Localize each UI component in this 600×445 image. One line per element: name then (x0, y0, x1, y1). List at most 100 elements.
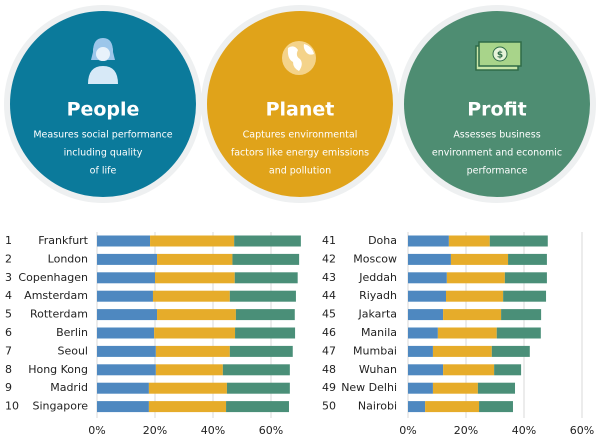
rank-label: 48 (322, 363, 336, 376)
bar-segment (222, 364, 290, 376)
pillar-description: Measures social performance (33, 130, 172, 141)
bar-segment (226, 382, 290, 394)
rank-label: 6 (5, 326, 12, 339)
bar-segment (489, 235, 548, 247)
bar-segment (443, 309, 502, 321)
bar-segment (232, 253, 300, 265)
bar-segment (97, 253, 158, 265)
bar-segment (155, 272, 235, 284)
people-icon (88, 38, 118, 84)
category-label: Amsterdam (24, 289, 88, 302)
rank-label: 42 (322, 252, 336, 265)
bar-segment (97, 327, 155, 339)
category-label: London (48, 252, 88, 265)
x-tick-label: 20% (454, 424, 478, 437)
bar-segment (97, 345, 156, 357)
bar-segment (491, 345, 530, 357)
bar-segment (148, 401, 227, 413)
pillar-description: factors like energy emissions (231, 148, 369, 159)
bar-segment (97, 290, 153, 302)
pillar-title: Profit (467, 99, 527, 121)
bar-segment (437, 327, 497, 339)
bar-segment (408, 253, 451, 265)
bar-segment (408, 401, 426, 413)
bar-segment (97, 364, 156, 376)
bar-segment (408, 345, 433, 357)
bar-segment (97, 401, 149, 413)
rank-label: 41 (322, 234, 336, 247)
bar-segment (408, 272, 447, 284)
pillar-description: performance (467, 166, 528, 177)
category-label: Madrid (50, 381, 88, 394)
bar-segment (432, 382, 478, 394)
category-label: Copenhagen (18, 271, 88, 284)
category-label: Jakarta (358, 308, 397, 321)
rank-label: 4 (5, 289, 12, 302)
bar-segment (155, 345, 230, 357)
bar-segment (496, 327, 541, 339)
category-label: Wuhan (359, 363, 397, 376)
bar-segment (229, 345, 293, 357)
bar-segment (97, 382, 149, 394)
bar-segment (477, 382, 516, 394)
bar-segment (494, 364, 522, 376)
bar-segment (150, 235, 235, 247)
bar-segment (443, 364, 495, 376)
bar-segment (445, 290, 504, 302)
bar-segment (148, 382, 227, 394)
bar-segment (408, 309, 444, 321)
bar-segment (503, 290, 547, 302)
rank-label: 2 (5, 252, 12, 265)
bar-segment (97, 235, 151, 247)
rank-label: 44 (322, 289, 336, 302)
category-label: Moscow (353, 252, 397, 265)
bar-segment (152, 290, 230, 302)
category-label: Mumbai (353, 344, 397, 357)
rank-label: 1 (5, 234, 12, 247)
planet-icon (282, 41, 316, 75)
rank-label: 10 (5, 400, 19, 413)
rank-label: 50 (322, 400, 336, 413)
bar-segment (234, 235, 301, 247)
bar-segment (501, 309, 542, 321)
x-tick-label: 20% (143, 424, 167, 437)
category-label: Jeddah (358, 271, 397, 284)
rank-label: 47 (322, 344, 336, 357)
pillar-description: including quality (64, 148, 143, 159)
category-label: Manila (361, 326, 397, 339)
rank-label: 7 (5, 344, 12, 357)
bar-segment (504, 272, 547, 284)
category-label: Hong Kong (28, 363, 88, 376)
bar-segment (234, 272, 298, 284)
rank-label: 9 (5, 381, 12, 394)
category-label: Doha (368, 234, 397, 247)
x-tick-label: 0% (88, 424, 105, 437)
bar-segment (408, 382, 433, 394)
bar-segment (450, 253, 509, 265)
bar-segment (408, 235, 449, 247)
pillar-circle (207, 11, 393, 197)
bar-segment (408, 290, 446, 302)
pillar-description: of life (90, 166, 117, 177)
profit-icon: $ (475, 41, 522, 71)
pillar-circle (404, 11, 590, 197)
rank-label: 5 (5, 308, 12, 321)
bar-segment (154, 327, 236, 339)
category-label: Berlin (56, 326, 88, 339)
category-label: Seoul (57, 344, 88, 357)
bar-segment (448, 235, 490, 247)
icons: $ (88, 38, 522, 84)
pillar-description: and pollution (269, 166, 331, 177)
bar-segment (229, 290, 296, 302)
svg-text:$: $ (497, 51, 503, 61)
bar-segment (479, 401, 513, 413)
bar-segment (432, 345, 492, 357)
bar-segment (235, 327, 296, 339)
category-label: New Delhi (341, 381, 397, 394)
rank-label: 49 (322, 381, 336, 394)
rank-label: 43 (322, 271, 336, 284)
pillar-description: environment and economic (432, 148, 562, 159)
category-label: Rotterdam (30, 308, 88, 321)
bar-segment (97, 272, 155, 284)
